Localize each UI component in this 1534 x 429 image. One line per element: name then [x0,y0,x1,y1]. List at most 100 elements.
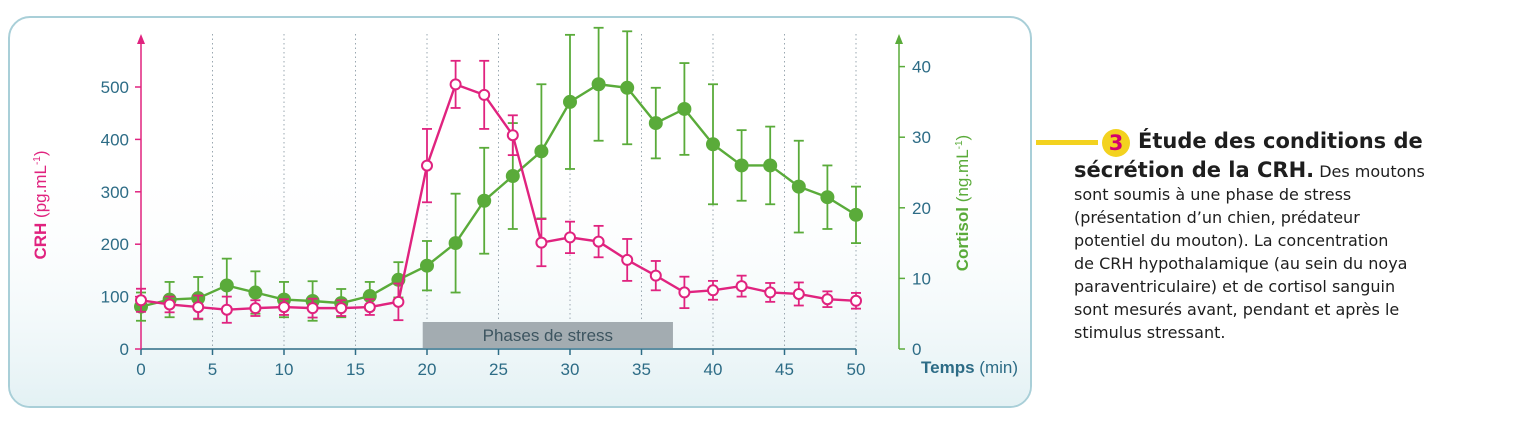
crh-point-5 [278,301,290,314]
caption-line-9: stimulus stressant. [1074,323,1226,342]
y-right-axis-arrow [895,34,903,44]
caption-line-3: sont soumis à une phase de stress [1074,185,1352,204]
crh-point-20 [707,284,719,297]
crh-point-25 [850,294,862,307]
y-left-tick-label-0: 0 [120,340,129,359]
x-tick-label-15: 15 [346,360,365,379]
crh-point-11 [449,78,462,91]
crh-point-17 [621,253,634,266]
stress-phase-annotation: Phases de stress [422,322,673,348]
cortisol-point-23 [791,179,806,194]
caption-line-6: de CRH hypothalamique (au sein du noya [1074,254,1408,273]
y-right-axis-title: Cortisol (ng.mL-1) [953,135,972,271]
crh-point-18 [649,269,662,282]
series-layer [134,26,863,324]
y-left-tick-label-400: 400 [101,130,129,149]
cortisol-point-25 [849,207,863,222]
y-right-title-unit: (ng.mL [953,149,972,202]
x-tick-label-50: 50 [847,360,866,379]
crh-point-4 [249,302,262,315]
crh-point-3 [220,303,233,316]
x-tick-label-0: 0 [136,360,145,379]
dual-axis-chart: Phases de stress 0 5 10 15 20 25 30 35 40 45 50010… [10,26,1030,406]
axes: 0 5 10 15 20 25 30 35 40 45 5001002003004005000102… [101,34,931,379]
series-cortisol [134,26,863,322]
cortisol-point-18 [648,116,663,131]
plot-background [10,150,1030,406]
crh-point-19 [678,286,691,299]
crh-point-9 [392,295,405,308]
caption-title-line2: sécrétion de la CRH. [1074,158,1315,182]
caption-line-7: paraventriculaire) et de cortisol sangui… [1074,277,1396,296]
cortisol-point-20 [706,137,720,152]
cortisol-point-17 [620,80,635,95]
caption-line-8: sont mesurés avant, pendant et après le [1074,300,1400,319]
y-right-title-close: ) [953,135,972,141]
caption-line-2: sécrétion de la CRH. Des moutons [1074,157,1534,183]
y-left-title-bold: CRH [31,223,50,260]
crh-point-22 [764,286,777,299]
caption-connector [1036,140,1098,145]
crh-point-8 [363,301,376,314]
crh-point-24 [821,293,834,306]
caption-line-4: (présentation d’un chien, prédateur [1074,208,1360,227]
y-right-tick-label-20: 20 [912,199,931,218]
crh-point-13 [506,129,519,142]
crh-point-12 [478,88,491,101]
y-left-tick-label-100: 100 [101,288,129,307]
y-left-axis-arrow [137,34,145,44]
cortisol-point-12 [477,193,492,208]
crh-point-15 [564,231,576,244]
cortisol-point-19 [677,101,692,116]
crh-point-2 [192,301,205,314]
x-title-bold: Temps [921,358,975,377]
caption-number-badge: 3 [1102,129,1130,157]
cortisol-point-22 [763,158,778,173]
cortisol-point-16 [591,77,606,92]
y-left-title-exponent: -1 [32,156,43,165]
caption-title-line1: Étude des conditions de [1138,129,1423,153]
cortisol-point-4 [248,285,263,300]
crh-point-14 [535,236,548,249]
cortisol-point-24 [820,190,835,205]
y-left-title-close: ) [31,150,50,156]
cortisol-point-11 [448,236,463,251]
x-axis-title: Temps (min) [921,358,1018,377]
y-right-tick-label-30: 30 [912,128,931,147]
caption-line2-rest: Des moutons [1314,162,1425,181]
x-title-unit: (min) [979,358,1018,377]
y-left-tick-label-500: 500 [101,78,129,97]
cortisol-point-3 [219,278,234,293]
crh-point-6 [306,302,319,315]
cortisol-point-15 [563,94,577,109]
stress-phase-box [422,322,673,348]
cortisol-point-21 [734,158,749,173]
caption-title-row: 3 Étude des conditions de [1074,128,1534,157]
cortisol-point-14 [534,144,549,159]
series-crh [135,59,862,324]
crh-point-16 [592,235,605,248]
x-tick-label-45: 45 [775,360,794,379]
y-left-tick-label-300: 300 [101,183,129,202]
crh-point-10 [421,159,433,172]
stress-phase-label: Phases de stress [483,326,613,345]
crh-point-7 [335,302,348,315]
crh-point-0 [135,294,147,307]
y-right-tick-label-0: 0 [912,340,921,359]
figure-caption: 3 Étude des conditions de sécrétion de la… [1074,128,1534,344]
crh-point-1 [163,298,176,311]
x-tick-label-30: 30 [561,360,580,379]
x-tick-label-25: 25 [489,360,508,379]
crh-point-23 [792,287,805,300]
x-tick-label-10: 10 [275,360,294,379]
y-left-axis-title: CRH (pg.mL-1) [31,150,50,259]
y-right-tick-label-10: 10 [912,269,931,288]
y-right-title-exponent: -1 [954,140,965,149]
x-tick-label-20: 20 [418,360,437,379]
y-right-tick-label-40: 40 [912,58,931,77]
x-tick-label-40: 40 [704,360,723,379]
y-right-title-bold: Cortisol [953,207,972,271]
cortisol-point-10 [420,258,434,273]
crh-point-21 [735,280,748,293]
cortisol-point-13 [505,169,520,184]
